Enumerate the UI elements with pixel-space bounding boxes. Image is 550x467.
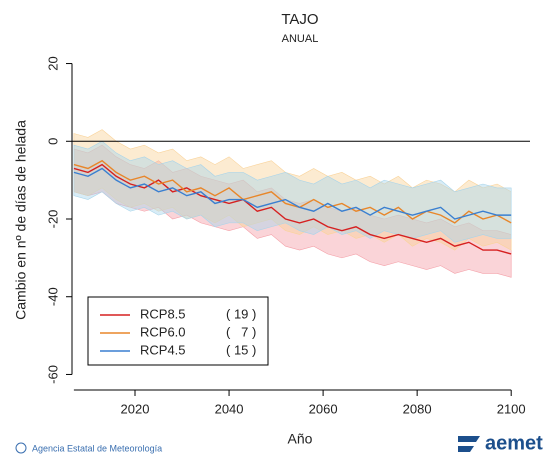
series-line bbox=[73, 167, 512, 220]
uncertainty-band bbox=[73, 140, 512, 243]
uncertainty-band bbox=[73, 129, 512, 251]
series-line bbox=[73, 163, 512, 255]
legend-note: ( 15 ) bbox=[226, 342, 256, 357]
legend-label: RCP6.0 bbox=[140, 324, 186, 339]
y-tick-label: 0 bbox=[45, 138, 60, 145]
uncertainty-band bbox=[73, 144, 512, 278]
legend-note: ( 7 ) bbox=[226, 324, 256, 339]
legend-label: RCP4.5 bbox=[140, 342, 186, 357]
chart-subtitle: ANUAL bbox=[282, 33, 319, 45]
chart-title: TAJO bbox=[281, 11, 318, 28]
legend-note: ( 19 ) bbox=[226, 306, 256, 321]
y-axis-label: Cambio en nº de días de helada bbox=[13, 120, 29, 320]
y-tick-label: -40 bbox=[45, 287, 60, 306]
x-tick-label: 2060 bbox=[309, 401, 338, 416]
copyright-icon bbox=[15, 442, 27, 454]
legend-label: RCP8.5 bbox=[140, 306, 186, 321]
y-tick-label: -60 bbox=[45, 365, 60, 384]
x-tick-label: 2100 bbox=[497, 401, 526, 416]
series-line bbox=[73, 159, 512, 224]
legend-box bbox=[87, 296, 269, 366]
x-tick-label: 2040 bbox=[215, 401, 244, 416]
y-tick-label: -20 bbox=[45, 210, 60, 229]
x-tick-label: 2080 bbox=[403, 401, 432, 416]
y-tick-label: 20 bbox=[45, 56, 60, 70]
agency-name: Agencia Estatal de Meteorología bbox=[32, 443, 162, 453]
x-tick-label: 2020 bbox=[121, 401, 150, 416]
logo-mark bbox=[458, 436, 480, 452]
logo-text: aemet bbox=[485, 432, 543, 454]
x-axis-label: Año bbox=[288, 431, 313, 447]
